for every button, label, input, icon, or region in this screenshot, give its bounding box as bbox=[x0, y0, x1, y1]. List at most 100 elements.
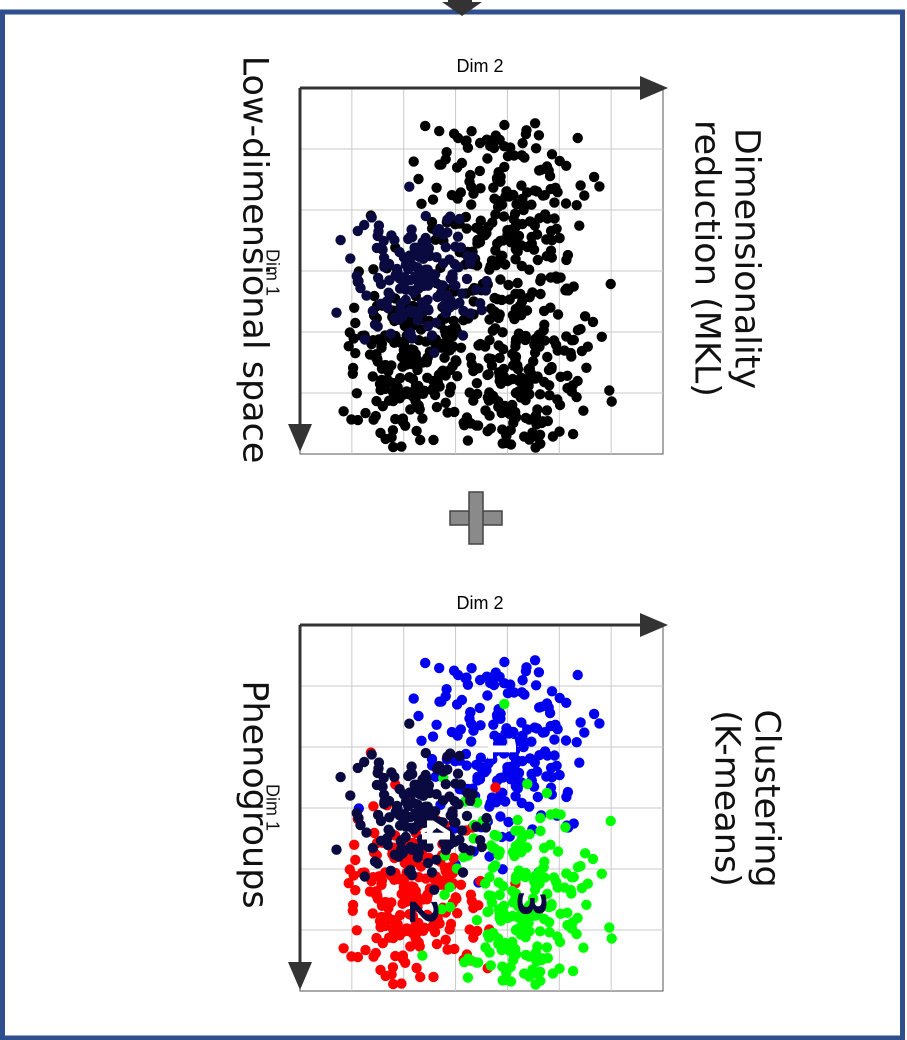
data-point bbox=[490, 323, 501, 334]
data-point bbox=[361, 290, 372, 301]
data-point bbox=[539, 856, 550, 867]
bottom-plot-points bbox=[331, 655, 617, 990]
data-point bbox=[596, 868, 607, 879]
data-point bbox=[405, 304, 416, 316]
data-point bbox=[594, 718, 605, 729]
data-point bbox=[438, 338, 449, 349]
data-point bbox=[515, 927, 526, 939]
data-point bbox=[529, 347, 541, 358]
data-point bbox=[428, 434, 439, 446]
data-point bbox=[594, 181, 605, 192]
data-point bbox=[422, 909, 433, 920]
data-point bbox=[455, 342, 467, 353]
data-point bbox=[488, 142, 500, 154]
data-point bbox=[442, 214, 453, 225]
data-point bbox=[394, 273, 405, 284]
data-point bbox=[404, 909, 415, 920]
data-point bbox=[390, 950, 401, 962]
data-point bbox=[554, 155, 565, 167]
data-point bbox=[452, 371, 463, 382]
data-point bbox=[498, 748, 510, 759]
data-point bbox=[430, 234, 441, 245]
data-point bbox=[516, 717, 527, 728]
data-point bbox=[522, 778, 533, 790]
data-point bbox=[483, 906, 494, 917]
data-point bbox=[383, 824, 394, 835]
data-point bbox=[388, 932, 399, 944]
data-point bbox=[417, 950, 428, 961]
data-point bbox=[464, 387, 475, 398]
data-point bbox=[368, 951, 379, 962]
data-point bbox=[490, 782, 501, 793]
data-point bbox=[378, 772, 389, 784]
data-point bbox=[455, 724, 466, 735]
data-point bbox=[495, 915, 507, 926]
data-point bbox=[413, 710, 424, 722]
data-point bbox=[407, 231, 418, 243]
data-point bbox=[581, 362, 592, 373]
data-point bbox=[542, 351, 553, 363]
data-point bbox=[366, 212, 377, 223]
data-point bbox=[386, 897, 397, 908]
data-point bbox=[572, 325, 584, 336]
data-point bbox=[505, 774, 516, 785]
data-point bbox=[494, 889, 505, 901]
data-point bbox=[406, 224, 417, 235]
data-point bbox=[431, 252, 442, 263]
data-point bbox=[373, 226, 384, 237]
data-point bbox=[386, 432, 397, 443]
data-point bbox=[349, 302, 360, 313]
data-point bbox=[463, 953, 474, 964]
data-point bbox=[449, 406, 460, 418]
data-point bbox=[466, 126, 477, 137]
data-point bbox=[371, 779, 383, 791]
data-point bbox=[400, 284, 412, 295]
data-point bbox=[461, 135, 472, 146]
data-point bbox=[473, 900, 484, 911]
data-point bbox=[464, 713, 475, 724]
data-point bbox=[512, 783, 523, 794]
data-point bbox=[524, 292, 535, 303]
data-point bbox=[500, 191, 511, 202]
data-point bbox=[534, 389, 546, 400]
data-point bbox=[378, 235, 389, 247]
top-plot-points bbox=[331, 118, 617, 453]
data-point bbox=[534, 213, 545, 224]
data-point bbox=[383, 795, 395, 807]
data-point bbox=[519, 689, 530, 700]
data-point bbox=[420, 801, 431, 812]
data-point bbox=[495, 708, 506, 719]
data-point bbox=[458, 852, 469, 863]
data-point bbox=[512, 814, 523, 826]
data-point bbox=[535, 288, 546, 300]
data-point bbox=[560, 198, 572, 209]
data-point bbox=[450, 241, 461, 252]
data-point bbox=[375, 298, 387, 309]
data-point bbox=[579, 727, 590, 738]
data-point bbox=[516, 180, 527, 191]
data-point bbox=[545, 809, 556, 820]
data-point bbox=[473, 363, 484, 374]
data-point bbox=[604, 385, 615, 396]
data-point bbox=[502, 688, 514, 699]
data-point bbox=[575, 717, 586, 728]
data-point bbox=[529, 722, 540, 733]
data-point bbox=[376, 875, 388, 886]
data-point bbox=[509, 313, 520, 325]
data-point bbox=[471, 821, 482, 832]
data-point bbox=[360, 944, 371, 956]
data-point bbox=[464, 924, 475, 935]
data-point bbox=[437, 258, 449, 269]
data-point bbox=[471, 957, 482, 968]
data-point bbox=[387, 387, 399, 398]
data-point bbox=[483, 395, 495, 406]
data-point bbox=[492, 831, 503, 842]
data-point bbox=[454, 213, 465, 225]
data-point bbox=[474, 774, 486, 785]
data-point bbox=[480, 942, 491, 953]
data-point bbox=[510, 288, 521, 299]
data-point bbox=[587, 316, 599, 328]
data-point bbox=[417, 894, 428, 905]
data-point bbox=[431, 226, 443, 238]
data-point bbox=[400, 894, 412, 906]
